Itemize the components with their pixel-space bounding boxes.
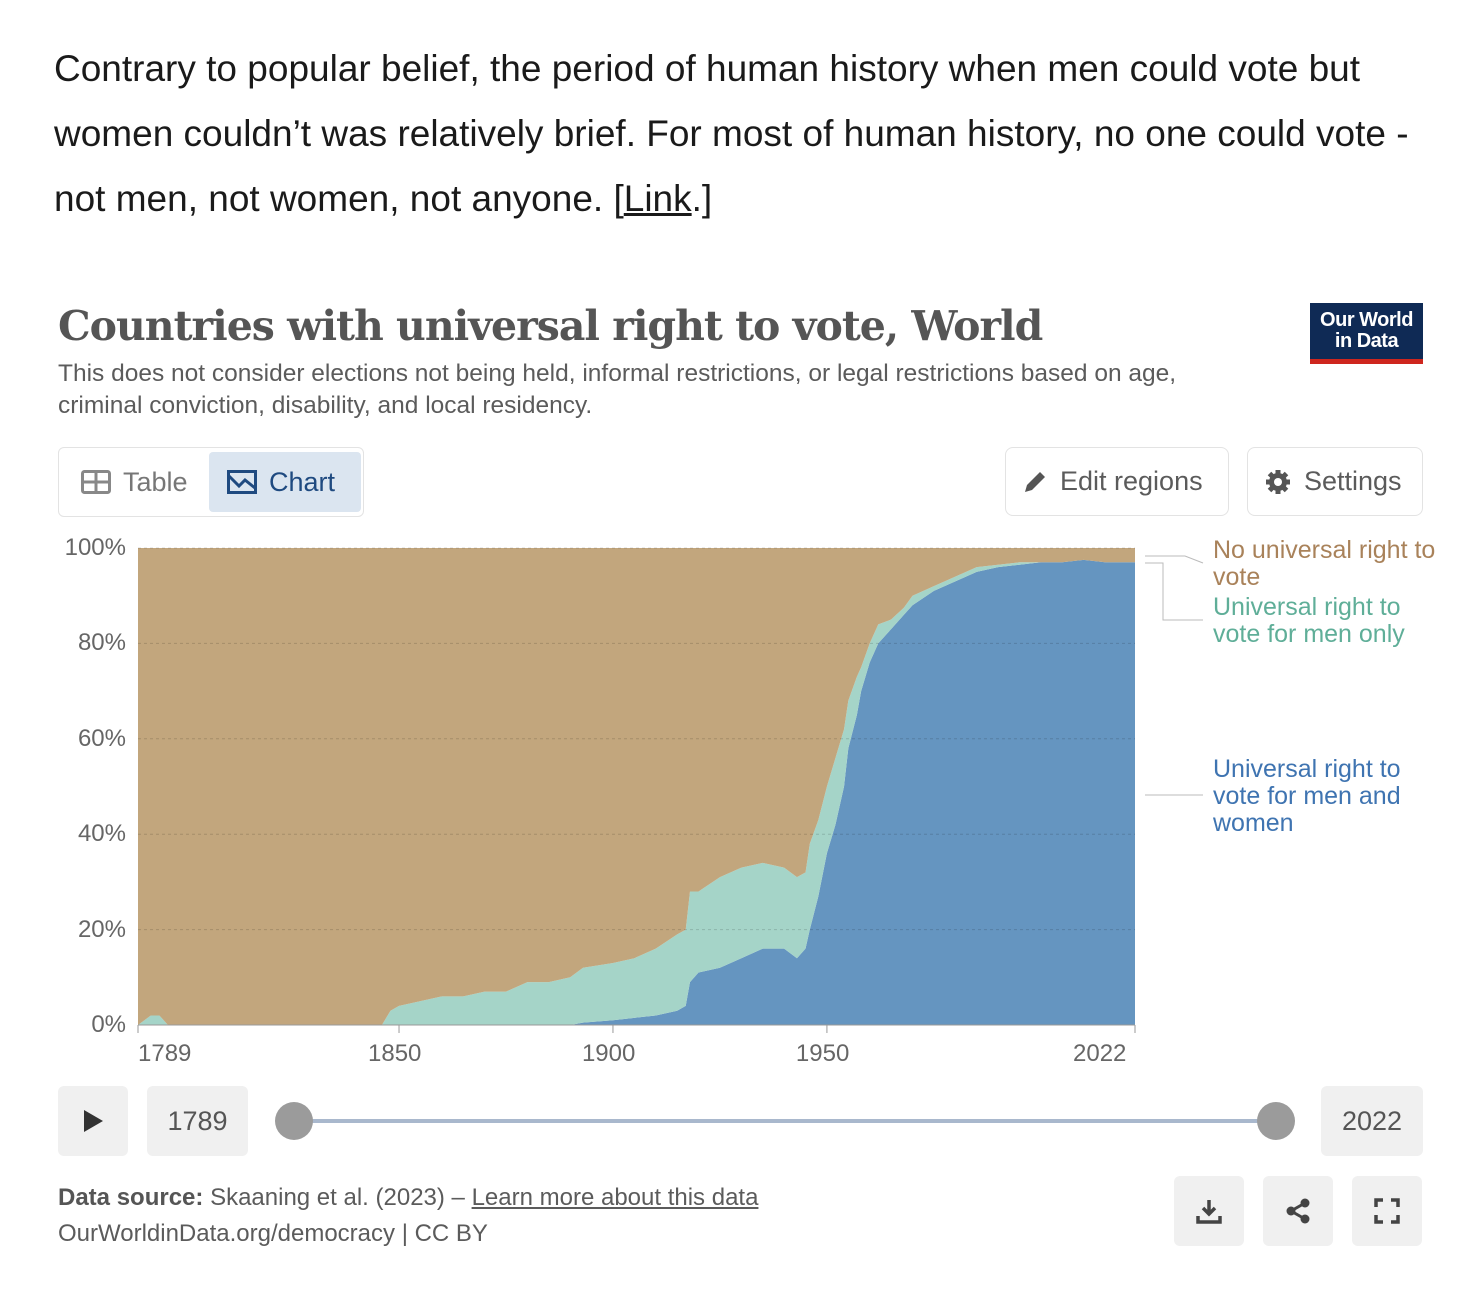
logo-text: Our World in Data — [1320, 309, 1413, 352]
settings-label: Settings — [1304, 466, 1402, 496]
owid-logo[interactable]: Our World in Data — [1310, 303, 1423, 364]
learn-more-link[interactable]: Learn more about this data — [471, 1184, 759, 1211]
play-icon — [84, 1110, 103, 1132]
share-icon — [1286, 1198, 1310, 1224]
fullscreen-icon — [1374, 1198, 1400, 1224]
table-icon — [81, 470, 111, 494]
intro-text: Contrary to popular belief, the period o… — [54, 48, 1409, 219]
legend-connector-none — [1145, 555, 1204, 564]
area-no-universal-right[interactable] — [138, 548, 1135, 1025]
area-men-and-women[interactable] — [138, 559, 1135, 1025]
intro-text-end: .] — [691, 178, 713, 219]
tab-table[interactable]: Table — [63, 452, 209, 512]
y-tick-label: 60% — [77, 724, 126, 752]
play-button[interactable] — [58, 1086, 128, 1156]
pencil-icon — [1025, 471, 1045, 492]
legend-connector-men — [1145, 562, 1203, 621]
intro-paragraph: Contrary to popular belief, the period o… — [54, 36, 1444, 231]
tab-chart-label: Chart — [269, 466, 336, 497]
start-year: 1789 — [147, 1086, 248, 1156]
source-label: Data source: — [58, 1184, 204, 1211]
source-link[interactable]: Link — [623, 178, 692, 219]
legend-none[interactable]: No universal right to vote — [1213, 536, 1436, 591]
legend-both[interactable]: Universal right to vote for men and wome… — [1213, 755, 1401, 837]
x-tick-label: 1789 — [138, 1040, 192, 1067]
download-button[interactable] — [1174, 1176, 1244, 1246]
edit-regions-button[interactable]: Edit regions — [1005, 447, 1229, 516]
edit-regions-label: Edit regions — [1060, 466, 1203, 496]
x-tick-label: 1900 — [581, 1040, 636, 1067]
x-tick-label: 2022 — [1073, 1040, 1127, 1067]
fullscreen-button[interactable] — [1352, 1176, 1422, 1246]
tab-table-label: Table — [123, 466, 188, 497]
tab-chart[interactable]: Chart — [209, 452, 361, 512]
source-text: Skaaning et al. (2023) – — [210, 1184, 472, 1211]
timeline-end-handle[interactable] — [1257, 1102, 1295, 1140]
download-icon — [1196, 1200, 1222, 1224]
timeline-track[interactable] — [294, 1119, 1276, 1123]
x-tick-label: 1850 — [368, 1040, 422, 1067]
share-button[interactable] — [1263, 1176, 1333, 1246]
x-tick-label: 1950 — [795, 1040, 850, 1067]
legend-men[interactable]: Universal right to vote for men only — [1213, 593, 1405, 648]
chart-title: Countries with universal right to vote, … — [58, 302, 1043, 350]
y-tick-label: 0% — [91, 1011, 126, 1038]
chart-icon — [227, 470, 257, 494]
chart-subtitle: This does not consider elections not bei… — [58, 360, 1177, 419]
y-tick-label: 100% — [64, 534, 126, 561]
data-source: Data source: Skaaning et al. (2023) – Le… — [58, 1180, 758, 1252]
timeline-start-handle[interactable] — [275, 1102, 313, 1140]
view-toggle: Table Chart — [58, 447, 364, 517]
gear-icon — [1266, 469, 1290, 494]
y-tick-label: 20% — [77, 915, 126, 943]
y-tick-label: 80% — [77, 629, 126, 657]
source-url[interactable]: OurWorldinData.org/democracy | CC BY — [58, 1220, 488, 1247]
settings-button[interactable]: Settings — [1247, 447, 1423, 516]
y-tick-label: 40% — [77, 820, 126, 848]
end-year: 2022 — [1321, 1086, 1423, 1156]
